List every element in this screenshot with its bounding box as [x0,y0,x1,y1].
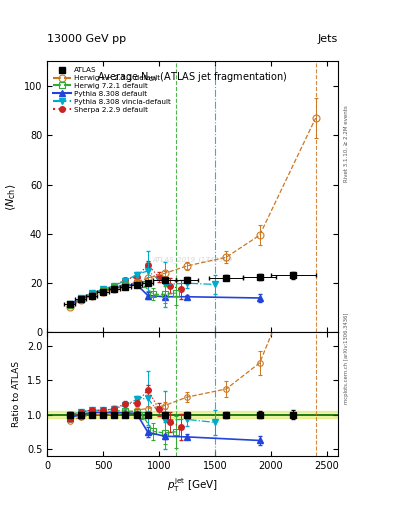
Y-axis label: Ratio to ATLAS: Ratio to ATLAS [12,361,21,427]
Text: ATLAS_2019_I1740909: ATLAS_2019_I1740909 [152,256,233,263]
X-axis label: $p_{\rm T}^{\rm jet}$ [GeV]: $p_{\rm T}^{\rm jet}$ [GeV] [167,476,218,494]
Legend: ATLAS, Herwig++ 2.7.1 default, Herwig 7.2.1 default, Pythia 8.308 default, Pythi: ATLAS, Herwig++ 2.7.1 default, Herwig 7.… [51,65,173,115]
Text: mcplots.cern.ch [arXiv:1306.3436]: mcplots.cern.ch [arXiv:1306.3436] [344,313,349,404]
Text: Average N$_{\rm ch}$ (ATLAS jet fragmentation): Average N$_{\rm ch}$ (ATLAS jet fragment… [97,70,288,83]
Text: 13000 GeV pp: 13000 GeV pp [47,33,126,44]
Bar [47,411,338,418]
Text: Rivet 3.1.10, ≥ 2.2M events: Rivet 3.1.10, ≥ 2.2M events [344,105,349,182]
Text: Jets: Jets [318,33,338,44]
Y-axis label: $\langle N_{\rm ch}\rangle$: $\langle N_{\rm ch}\rangle$ [5,183,18,211]
